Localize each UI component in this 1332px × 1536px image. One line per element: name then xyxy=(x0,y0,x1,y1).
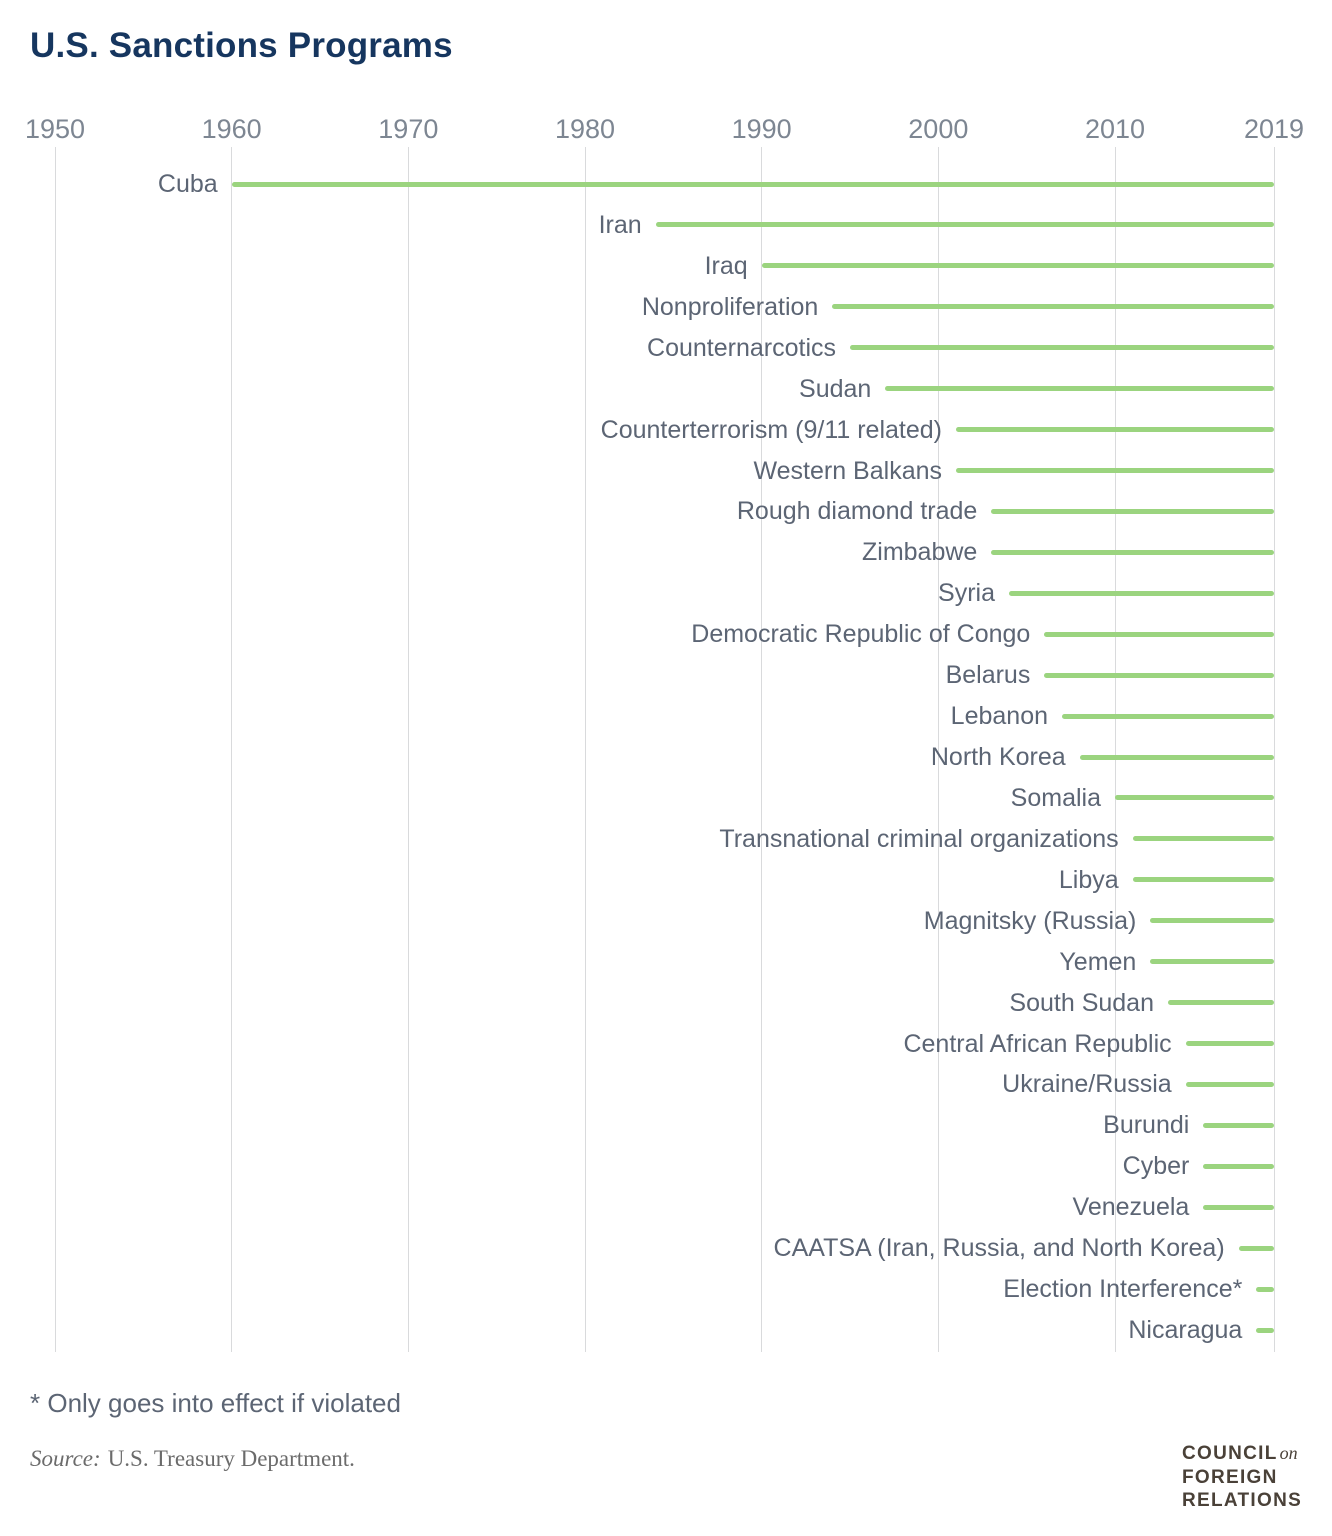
axis-tick-label-1960: 1960 xyxy=(201,114,262,144)
axis-tick-label-1990: 1990 xyxy=(731,114,792,144)
program-label: Counterterrorism (9/11 related) xyxy=(600,415,942,444)
axis-tick-label-2000: 2000 xyxy=(908,114,969,144)
program-label: Cyber xyxy=(1122,1152,1190,1181)
gridline-1960 xyxy=(231,147,233,1352)
program-label: Burundi xyxy=(1103,1111,1190,1140)
program-label: Counternarcotics xyxy=(647,333,836,362)
program-bar xyxy=(991,508,1274,514)
program-label: Syria xyxy=(938,579,995,608)
gridline-1980 xyxy=(584,147,586,1352)
program-bar xyxy=(832,304,1274,310)
program-bar xyxy=(1115,795,1274,801)
program-label: Iran xyxy=(598,210,642,239)
axis-tick-label-1970: 1970 xyxy=(378,114,439,144)
program-bar xyxy=(1150,959,1274,965)
program-bar xyxy=(991,549,1274,555)
source-line: Source: U.S. Treasury Department. xyxy=(30,1446,355,1472)
program-bar xyxy=(1203,1204,1274,1210)
program-label: Lebanon xyxy=(950,702,1048,731)
program-label: Central African Republic xyxy=(903,1029,1172,1058)
source-text: U.S. Treasury Department. xyxy=(107,1446,355,1471)
program-bar xyxy=(1044,672,1274,678)
program-label: South Sudan xyxy=(1009,988,1154,1017)
program-bar xyxy=(231,181,1274,187)
program-label: Iraq xyxy=(704,251,748,280)
program-label: Transnational criminal organizations xyxy=(719,824,1119,853)
program-label: Election Interference* xyxy=(1003,1275,1243,1304)
cfr-logo: COUNCIL on FOREIGN RELATIONS xyxy=(1182,1442,1302,1513)
source-label: Source: xyxy=(30,1446,101,1471)
program-bar xyxy=(850,345,1274,351)
program-bar xyxy=(1150,918,1274,924)
program-label: Nonproliferation xyxy=(641,292,819,321)
axis-tick-label-2019: 2019 xyxy=(1243,114,1305,144)
gridline-2000 xyxy=(937,147,939,1352)
axis-tick-label-1950: 1950 xyxy=(24,114,86,144)
program-label: Zimbabwe xyxy=(862,538,978,567)
program-bar xyxy=(655,222,1274,228)
cfr-logo-line2: FOREIGN xyxy=(1182,1466,1278,1488)
gridline-2010 xyxy=(1114,147,1116,1352)
program-bar xyxy=(1256,1286,1274,1292)
program-bar xyxy=(1079,754,1274,760)
program-bar xyxy=(1185,1081,1274,1087)
program-bar xyxy=(1009,590,1274,596)
program-label: CAATSA (Iran, Russia, and North Korea) xyxy=(773,1234,1225,1263)
gridline-1970 xyxy=(407,147,409,1352)
gridline-1990 xyxy=(761,147,763,1352)
program-bar xyxy=(1168,1000,1274,1006)
program-bar xyxy=(1132,877,1274,883)
program-label: Rough diamond trade xyxy=(736,497,978,526)
program-label: Sudan xyxy=(799,374,872,403)
program-bar xyxy=(956,427,1274,433)
program-bar xyxy=(1185,1041,1274,1047)
program-bar xyxy=(1132,836,1274,842)
program-label: Magnitsky (Russia) xyxy=(923,906,1137,935)
program-label: Ukraine/Russia xyxy=(1002,1070,1172,1099)
program-label: Nicaragua xyxy=(1128,1316,1243,1345)
gridline-1950 xyxy=(54,147,56,1352)
gridline-2019 xyxy=(1273,147,1275,1352)
program-label: North Korea xyxy=(930,743,1066,772)
page-title: U.S. Sanctions Programs xyxy=(30,26,453,65)
program-bar xyxy=(1203,1122,1274,1128)
program-label: Venezuela xyxy=(1072,1193,1190,1222)
axis-tick-label-2010: 2010 xyxy=(1084,114,1146,144)
program-label: Cuba xyxy=(157,170,218,198)
program-label: Libya xyxy=(1058,865,1119,894)
program-label: Yemen xyxy=(1059,947,1137,976)
program-bar xyxy=(956,468,1274,473)
axis-tick-label-1980: 1980 xyxy=(554,114,616,144)
program-label: Western Balkans xyxy=(753,456,942,485)
program-label: Democratic Republic of Congo xyxy=(691,620,1031,649)
program-bar xyxy=(1238,1245,1274,1251)
footnote-text: * Only goes into effect if violated xyxy=(30,1388,401,1418)
program-label: Somalia xyxy=(1010,783,1101,812)
program-bar xyxy=(761,263,1274,269)
program-label: Belarus xyxy=(945,661,1031,690)
cfr-logo-conjunction: on xyxy=(1279,1443,1298,1463)
program-bar xyxy=(1044,631,1274,637)
program-bar xyxy=(885,386,1274,392)
program-bar xyxy=(1203,1163,1274,1169)
program-bar xyxy=(1062,713,1274,719)
cfr-logo-line3: RELATIONS xyxy=(1182,1490,1303,1511)
program-bar xyxy=(1256,1327,1274,1333)
cfr-logo-line1: COUNCIL on xyxy=(1182,1443,1298,1464)
